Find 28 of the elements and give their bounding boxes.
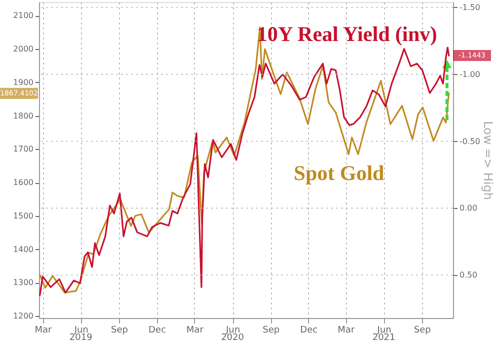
y-tick-label: 1300 (13, 278, 34, 288)
y-tick-label: 1800 (13, 111, 34, 120)
x-tick-label: Sep (262, 326, 280, 336)
y2-tick-label: 0.50 (460, 270, 478, 280)
y-tick-label: 1900 (13, 78, 34, 87)
y-tick-label: 1500 (13, 211, 34, 220)
y2-tick-label: -0.50 (460, 136, 480, 146)
text: 2021 (372, 333, 396, 343)
x-tick-label: Sep (111, 326, 128, 336)
y2-tick-label: 0.00 (460, 204, 478, 213)
y-tick-label: 2000 (13, 44, 34, 54)
y-tick-label: 1600 (13, 178, 34, 188)
x-tick-label: Mar (34, 326, 52, 336)
series-label: Spot Gold (294, 161, 385, 185)
x-tick-label: Dec (300, 326, 318, 336)
x-tick-label: Mar (338, 326, 355, 336)
text: 2019 (69, 333, 93, 343)
x-tick-label: Dec (148, 326, 166, 336)
y-tick-label: 1200 (13, 312, 34, 320)
y-tick-label: 1400 (13, 244, 34, 254)
y2-tick-label: -1.50 (460, 2, 480, 12)
y-tick-label: 1700 (13, 144, 34, 154)
y2-tick-label: -1.00 (460, 70, 480, 79)
text: 2020 (221, 333, 244, 343)
x-tick-label: Mar (186, 326, 204, 336)
y-tick-label: 2100 (13, 11, 34, 20)
x-tick-label: Sep (414, 326, 432, 336)
y2-axis-title: Low => High (481, 121, 496, 200)
